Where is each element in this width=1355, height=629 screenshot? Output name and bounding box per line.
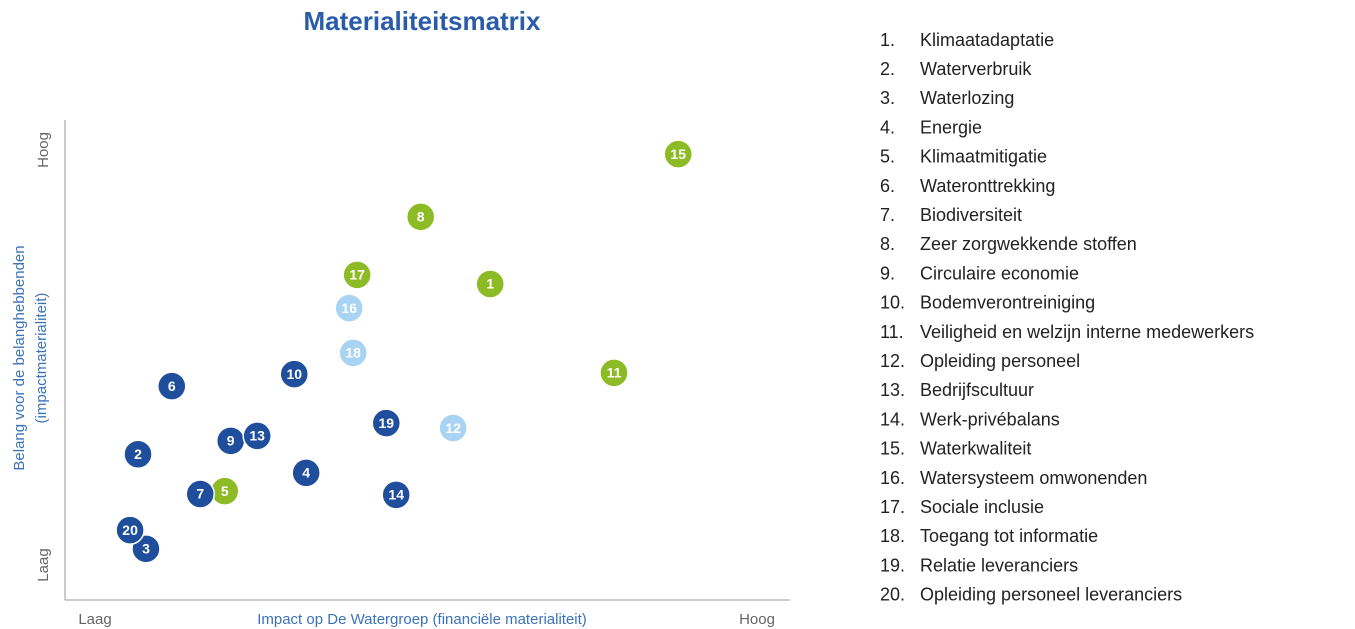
point-label: 4	[302, 465, 310, 481]
list-number: 1.	[880, 30, 895, 50]
list-number: 12.	[880, 351, 905, 371]
point-label: 5	[221, 483, 229, 499]
list-number: 2.	[880, 59, 895, 79]
point-label: 12	[445, 420, 461, 436]
list-text: Opleiding personeel	[920, 351, 1080, 371]
point-label: 14	[388, 487, 404, 503]
point	[405, 202, 436, 232]
list-number: 6.	[880, 176, 895, 196]
point-label: 2	[134, 446, 142, 462]
point	[157, 371, 187, 401]
list-number: 15.	[880, 439, 905, 459]
point-label: 19	[378, 415, 394, 431]
list-text: Klimaatmitigatie	[920, 147, 1047, 167]
y-axis-title: Belang voor de belanghebbenden	[11, 245, 28, 470]
list-text: Opleiding personeel leveranciers	[920, 585, 1182, 605]
point	[371, 408, 402, 438]
list-number: 20.	[880, 585, 905, 605]
point	[438, 413, 468, 443]
list-text: Waterkwaliteit	[920, 439, 1031, 459]
list-number: 13.	[880, 380, 905, 400]
list-text: Waterverbruik	[920, 59, 1032, 79]
list-text: Sociale inclusie	[920, 497, 1044, 517]
list-number: 14.	[880, 409, 905, 429]
list-text: Bodemverontreiniging	[920, 293, 1095, 313]
point	[115, 515, 145, 545]
list-number: 8.	[880, 234, 895, 254]
list-text: Biodiversiteit	[920, 205, 1022, 225]
point	[279, 359, 310, 389]
list-number: 11.	[880, 322, 904, 342]
list-text: Waterlozing	[920, 88, 1014, 108]
list-number: 3.	[880, 88, 895, 108]
list-number: 5.	[880, 147, 895, 167]
list-text: Energie	[920, 117, 982, 137]
point	[342, 260, 372, 290]
point	[242, 421, 272, 451]
point-label: 1	[486, 276, 494, 292]
point-label: 10	[286, 366, 302, 382]
point-label: 17	[349, 267, 365, 283]
list-number: 10.	[880, 293, 905, 313]
point	[475, 269, 505, 299]
point-label: 13	[249, 428, 265, 444]
list-text: Bedrijfscultuur	[920, 380, 1034, 400]
point-label: 20	[122, 522, 138, 538]
list-number: 16.	[880, 468, 905, 488]
list-number: 7.	[880, 205, 895, 225]
x-tick-label: Hoog	[739, 611, 775, 628]
list-text: Circulaire economie	[920, 263, 1079, 283]
list-text: Zeer zorgwekkende stoffen	[920, 234, 1137, 254]
list-text: Relatie leveranciers	[920, 555, 1078, 575]
point	[185, 479, 216, 509]
x-tick-label: Laag	[78, 611, 111, 628]
point-label: 18	[345, 345, 361, 361]
list-text: Toegang tot informatie	[920, 526, 1098, 546]
point-label: 16	[341, 300, 357, 316]
point-label: 7	[196, 486, 204, 502]
list-text: Wateronttrekking	[920, 176, 1055, 196]
list-text: Werk-privébalans	[920, 409, 1060, 429]
y-tick-label: Hoog	[35, 132, 52, 168]
y-tick-label: Laag	[35, 548, 52, 581]
list-number: 19.	[880, 555, 905, 575]
x-axis-title: Impact op De Watergroep (financiële mate…	[257, 611, 587, 628]
list-number: 18.	[880, 526, 905, 546]
list-number: 4.	[880, 117, 895, 137]
list-text: Watersysteem omwonenden	[920, 468, 1147, 488]
point-label: 3	[142, 541, 150, 557]
list-number: 9.	[880, 263, 895, 283]
point	[599, 358, 629, 388]
point-label: 11	[607, 365, 622, 381]
point	[123, 439, 153, 469]
point	[381, 480, 411, 510]
point	[338, 338, 368, 368]
point-label: 15	[670, 146, 686, 162]
list-number: 17.	[880, 497, 905, 517]
point	[663, 139, 693, 169]
point-label: 9	[227, 433, 235, 449]
point-label: 6	[168, 378, 176, 394]
point	[291, 458, 321, 488]
y-axis-title: (impactmaterialiteit)	[33, 293, 50, 424]
chart-title: Materialiteitsmatrix	[304, 6, 542, 36]
point-label: 8	[417, 209, 425, 225]
point	[334, 293, 364, 323]
list-text: Veiligheid en welzijn interne medewerker…	[920, 322, 1254, 342]
list-text: Klimaatadaptatie	[920, 30, 1054, 50]
